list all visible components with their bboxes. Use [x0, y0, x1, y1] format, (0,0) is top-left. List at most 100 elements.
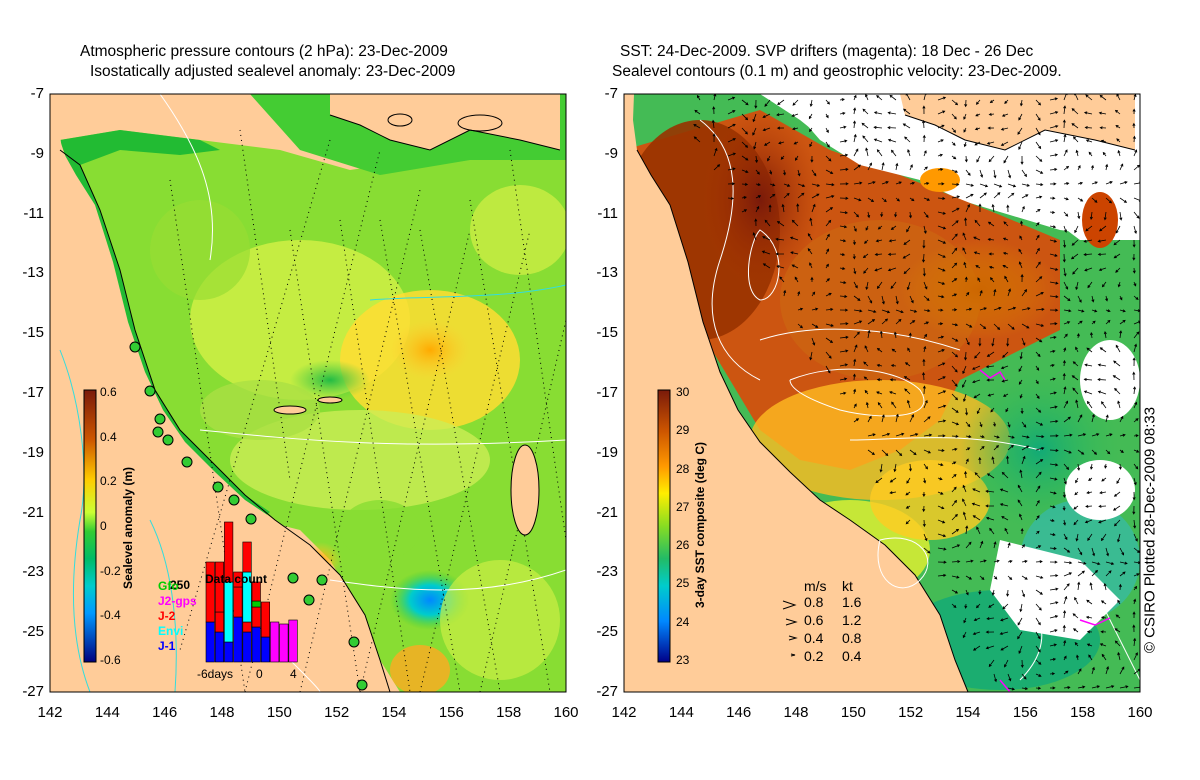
velocity-arrow [895, 432, 905, 437]
velocity-arrow [991, 456, 995, 465]
inset-legend-item: Gfo [158, 579, 179, 593]
velocity-arrow [965, 435, 972, 439]
velocity-arrow [1062, 491, 1066, 498]
left-lat-tick: -21 [22, 503, 44, 521]
velocity-arrow [923, 197, 931, 201]
left-colorbar-tick: -0.2 [100, 563, 121, 578]
velocity-arrow [839, 308, 849, 312]
velocity-arrow [867, 319, 876, 325]
velocity-arrow [839, 266, 846, 271]
velocity-arrow [978, 337, 982, 347]
left-colorbar-tick: 0.4 [100, 429, 117, 444]
velocity-arrow [985, 630, 995, 634]
velocity-arrow [889, 94, 897, 101]
velocity-arrow [853, 197, 862, 202]
velocity-arrow [964, 603, 968, 609]
velocity-arrow [1035, 499, 1040, 507]
left-lat-tick: -19 [22, 443, 44, 461]
velocity-arrow [1133, 652, 1138, 661]
velocity-arrow [1004, 527, 1009, 535]
velocity-arrow [873, 138, 883, 143]
velocity-arrow [921, 253, 926, 263]
left-lat-tick: -23 [22, 563, 44, 581]
histogram-bar-segment [233, 586, 243, 618]
velocity-arrow [893, 463, 897, 473]
right-lon-tick: 160 [1127, 704, 1153, 721]
histogram-bar-segment [260, 636, 271, 663]
velocity-arrow [825, 141, 830, 148]
velocity-arrow [1049, 491, 1057, 495]
velocity-arrow [951, 220, 959, 227]
right-lon-tick: 154 [955, 704, 981, 721]
velocity-arrow [839, 153, 849, 157]
velocity-arrow [965, 169, 971, 176]
inset-xlabel-right: 4 [290, 667, 297, 681]
velocity-arrow [1113, 491, 1121, 497]
velocity-arrow [993, 559, 1000, 563]
velocity-arrow [853, 164, 861, 171]
velocity-arrow [727, 182, 736, 186]
speed-kt: 0.8 [842, 630, 862, 646]
velocity-arrow [1077, 547, 1083, 556]
velocity-arrow [839, 167, 849, 171]
velocity-arrow [839, 335, 849, 339]
velocity-arrow [937, 404, 947, 409]
right-lon-tick: 152 [898, 704, 924, 721]
velocity-arrow [1049, 463, 1059, 467]
velocity-arrow [975, 99, 981, 105]
velocity-arrow [1084, 126, 1093, 130]
velocity-arrow [713, 94, 717, 101]
velocity-arrow [1049, 111, 1059, 115]
velocity-arrow [1105, 414, 1109, 423]
velocity-arrow [979, 575, 985, 581]
speed-kt: 0.4 [842, 648, 862, 664]
velocity-arrow [809, 141, 813, 148]
velocity-arrow [1007, 559, 1013, 563]
velocity-arrow [839, 363, 849, 367]
velocity-arrow [864, 389, 869, 395]
velocity-arrow [862, 135, 869, 143]
velocity-arrow [951, 233, 958, 241]
velocity-arrow [1049, 97, 1059, 101]
velocity-arrow [865, 281, 869, 291]
velocity-arrow [902, 108, 911, 115]
velocity-arrow [727, 123, 736, 129]
velocity-arrow [811, 323, 819, 328]
velocity-arrow [876, 149, 883, 157]
velocity-arrow [1063, 547, 1071, 553]
velocity-arrow [1133, 598, 1137, 605]
velocity-arrow [853, 107, 857, 115]
histogram-bar-segment [242, 621, 252, 633]
velocity-arrow [986, 616, 995, 621]
velocity-arrow [974, 127, 981, 131]
velocity-arrow [906, 281, 911, 291]
velocity-arrow [1049, 533, 1056, 537]
velocity-arrow [1049, 349, 1056, 353]
velocity-arrow [1021, 687, 1029, 691]
velocity-arrow [1062, 624, 1066, 633]
velocity-arrow [1035, 99, 1042, 106]
velocity-arrow [825, 169, 834, 174]
velocity-arrow [775, 252, 785, 256]
velocity-arrow [971, 502, 981, 507]
velocity-arrow [1049, 363, 1055, 367]
left-lon-tick: 146 [152, 704, 178, 721]
velocity-arrow [951, 589, 959, 594]
histogram-bar-segment [242, 541, 252, 573]
velocity-arrow [1007, 323, 1015, 330]
velocity-arrow [879, 463, 883, 473]
velocity-arrow [1003, 221, 1009, 227]
velocity-arrow [1035, 155, 1043, 162]
velocity-arrow [965, 447, 971, 451]
velocity-arrow [1035, 141, 1042, 150]
velocity-arrow [1019, 235, 1023, 241]
velocity-arrow [876, 391, 883, 395]
velocity-arrow [1007, 435, 1015, 439]
velocity-arrow [839, 182, 849, 186]
velocity-arrow [1077, 581, 1081, 591]
velocity-arrow [1035, 234, 1040, 241]
velocity-arrow [879, 330, 883, 339]
velocity-arrow [809, 351, 813, 361]
velocity-arrow [1049, 419, 1059, 423]
velocity-arrow [965, 307, 973, 311]
